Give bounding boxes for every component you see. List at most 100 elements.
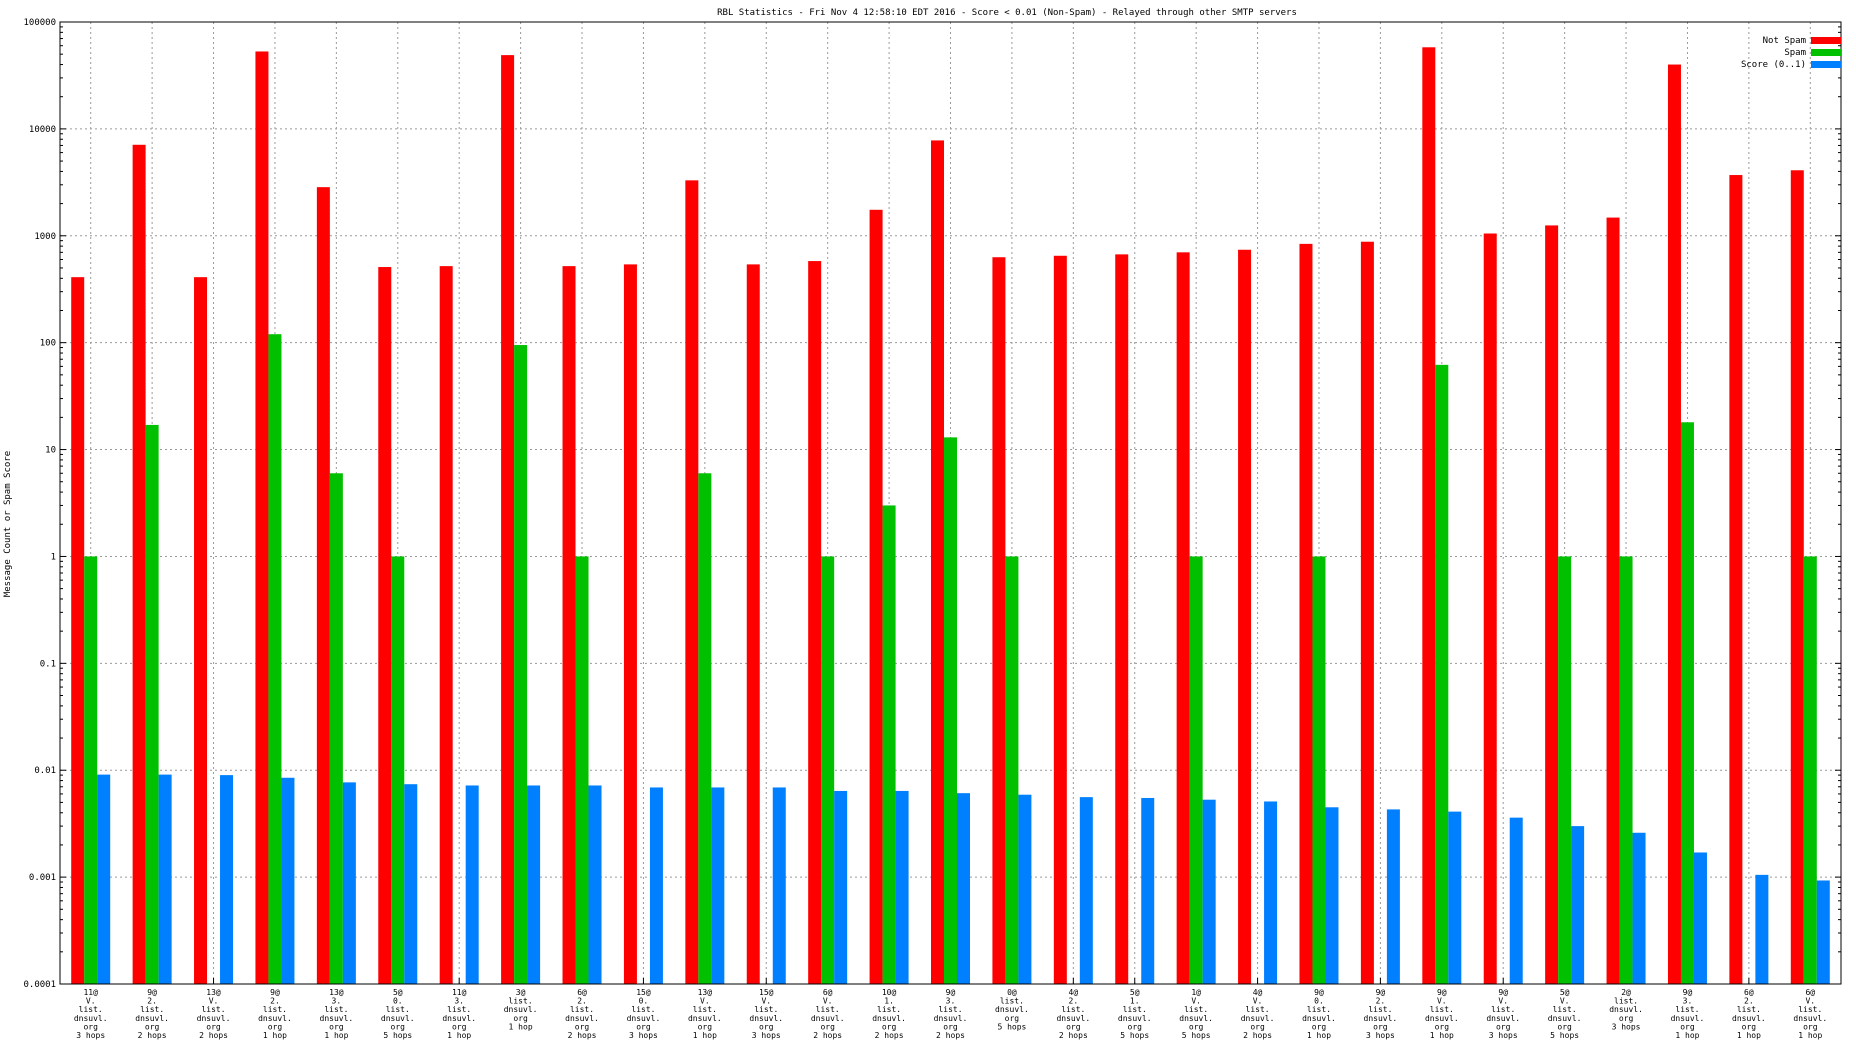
- x-category-label-line: 9@: [1376, 988, 1386, 997]
- bar-score-0-1: [527, 785, 541, 984]
- bar-score-0-1: [404, 784, 418, 984]
- x-category-label: 11@ V. list. dnsuvl. org 3 hops: [74, 988, 108, 1040]
- bar-score-0-1: [1571, 826, 1585, 984]
- bar-not-spam: [132, 144, 146, 984]
- bar-not-spam: [992, 257, 1006, 984]
- x-category-label-line: 5@: [393, 988, 403, 997]
- x-category-label-line: 2 hops: [875, 1031, 904, 1040]
- x-category-label-line: 9@: [147, 988, 157, 997]
- x-category-label-line: V.: [823, 997, 833, 1006]
- x-category-label-line: org: [452, 1022, 467, 1031]
- x-category-label: 9@ 3. list. dnsuvl. org 2 hops: [934, 988, 968, 1040]
- legend-swatch: [1811, 37, 1841, 44]
- bar-score-0-1: [1386, 809, 1400, 984]
- bar-not-spam: [1545, 225, 1559, 984]
- x-category-label-line: 6@: [1744, 988, 1754, 997]
- x-category-label: 13@ V. list. dnsuvl. org 1 hop: [688, 988, 722, 1040]
- x-category-label-line: V.: [1498, 997, 1508, 1006]
- x-category-label-line: dnsuvl.: [504, 1005, 538, 1014]
- legend-label: Not Spam: [1763, 36, 1806, 46]
- x-category-label-line: dnsuvl.: [627, 1014, 661, 1023]
- x-category-label: 9@ 2. list. dnsuvl. org 3 hops: [1364, 988, 1398, 1040]
- x-category-label-line: list.: [140, 1005, 164, 1014]
- bar-not-spam: [1053, 255, 1067, 984]
- x-category-label-line: 1 hop: [1675, 1031, 1699, 1040]
- bar-score-0-1: [1018, 794, 1032, 984]
- x-category-label-line: 2 hops: [199, 1031, 228, 1040]
- bar-score-0-1: [1755, 874, 1769, 984]
- bar-not-spam: [623, 264, 637, 984]
- x-category-label-line: dnsuvl.: [320, 1014, 354, 1023]
- x-category-label: 13@ 3. list. dnsuvl. org 1 hop: [320, 988, 354, 1040]
- x-category-label-line: org: [206, 1022, 221, 1031]
- x-category-label-line: dnsuvl.: [1609, 1005, 1643, 1014]
- x-category-label-line: 2 hops: [138, 1031, 167, 1040]
- x-category-label-line: 3 hops: [1612, 1022, 1641, 1031]
- bar-spam: [821, 556, 835, 984]
- x-category-label-line: dnsuvl.: [1486, 1014, 1520, 1023]
- x-category-label-line: org: [329, 1022, 344, 1031]
- bar-spam: [1189, 556, 1203, 984]
- x-category-label-line: 2.: [577, 997, 587, 1006]
- x-category-label-line: org: [391, 1022, 406, 1031]
- bar-score-0-1: [158, 774, 172, 984]
- bar-spam: [1558, 556, 1572, 984]
- x-category-label: 6@ V. list. dnsuvl. org 2 hops: [811, 988, 845, 1040]
- x-category-label: 15@ V. list. dnsuvl. org 3 hops: [749, 988, 783, 1040]
- bar-not-spam: [1606, 217, 1620, 985]
- x-category-label: 4@ 2. list. dnsuvl. org 2 hops: [1056, 988, 1090, 1040]
- bar-not-spam: [194, 277, 208, 984]
- bar-score-0-1: [1264, 801, 1278, 984]
- x-category-label-line: list.: [1246, 1005, 1270, 1014]
- x-category-label-line: org: [1312, 1022, 1327, 1031]
- x-category-label: 11@ 3. list. dnsuvl. org 1 hop: [442, 988, 476, 1040]
- bar-spam: [84, 556, 98, 984]
- x-category-label-line: list.: [1000, 997, 1024, 1006]
- x-category-label-line: V.: [761, 997, 771, 1006]
- x-category-label-line: org: [759, 1022, 774, 1031]
- x-category-label-line: 2.: [147, 997, 157, 1006]
- bar-score-0-1: [1325, 807, 1339, 984]
- x-category-label-line: 5 hops: [1550, 1031, 1579, 1040]
- x-category-label-line: 6@: [823, 988, 833, 997]
- bar-not-spam: [439, 266, 453, 984]
- y-tick-label: 0.1: [40, 659, 56, 669]
- y-axis-label: Message Count or Spam Score: [3, 451, 13, 597]
- bar-not-spam: [869, 209, 883, 985]
- x-category-label-line: 11@: [452, 988, 467, 997]
- x-category-label-line: 3.: [454, 997, 464, 1006]
- x-category-label-line: 1 hop: [324, 1031, 348, 1040]
- bar-spam: [698, 473, 712, 984]
- bar-score-0-1: [649, 787, 663, 984]
- x-category-label: 0@ list. dnsuvl. org 5 hops: [995, 988, 1029, 1031]
- bar-not-spam: [1115, 254, 1129, 984]
- bar-spam: [575, 556, 589, 984]
- x-category-label-line: org: [575, 1022, 590, 1031]
- bar-not-spam: [378, 267, 392, 984]
- x-category-label-line: dnsuvl.: [872, 1014, 906, 1023]
- x-category-label-line: 13@: [206, 988, 221, 997]
- bar-score-0-1: [1693, 852, 1707, 984]
- x-category-label: 5@ 0. list. dnsuvl. org 5 hops: [381, 988, 415, 1040]
- x-category-label-line: dnsuvl.: [442, 1014, 476, 1023]
- bar-spam: [514, 345, 528, 985]
- bar-spam: [882, 505, 896, 984]
- x-category-label-line: org: [698, 1022, 713, 1031]
- bar-spam: [329, 473, 343, 984]
- x-category-label-line: list.: [1430, 1005, 1454, 1014]
- bar-not-spam: [1299, 243, 1313, 985]
- x-category-label-line: 1.: [1130, 997, 1140, 1006]
- x-category-label: 9@ V. list. dnsuvl. org 3 hops: [1486, 988, 1520, 1040]
- x-category-label-line: 3 hops: [76, 1031, 105, 1040]
- bar-not-spam: [931, 140, 944, 984]
- x-category-label-line: dnsuvl.: [1302, 1014, 1336, 1023]
- x-category-label-line: org: [1742, 1022, 1757, 1031]
- x-category-label-line: 11@: [83, 988, 98, 997]
- x-category-label-line: list.: [1368, 1005, 1392, 1014]
- x-category-label-line: org: [83, 1022, 98, 1031]
- bar-spam: [268, 334, 282, 984]
- x-category-label-line: dnsuvl.: [1671, 1014, 1705, 1023]
- x-category-label-line: list.: [816, 1005, 840, 1014]
- x-category-label-line: 0.: [639, 997, 649, 1006]
